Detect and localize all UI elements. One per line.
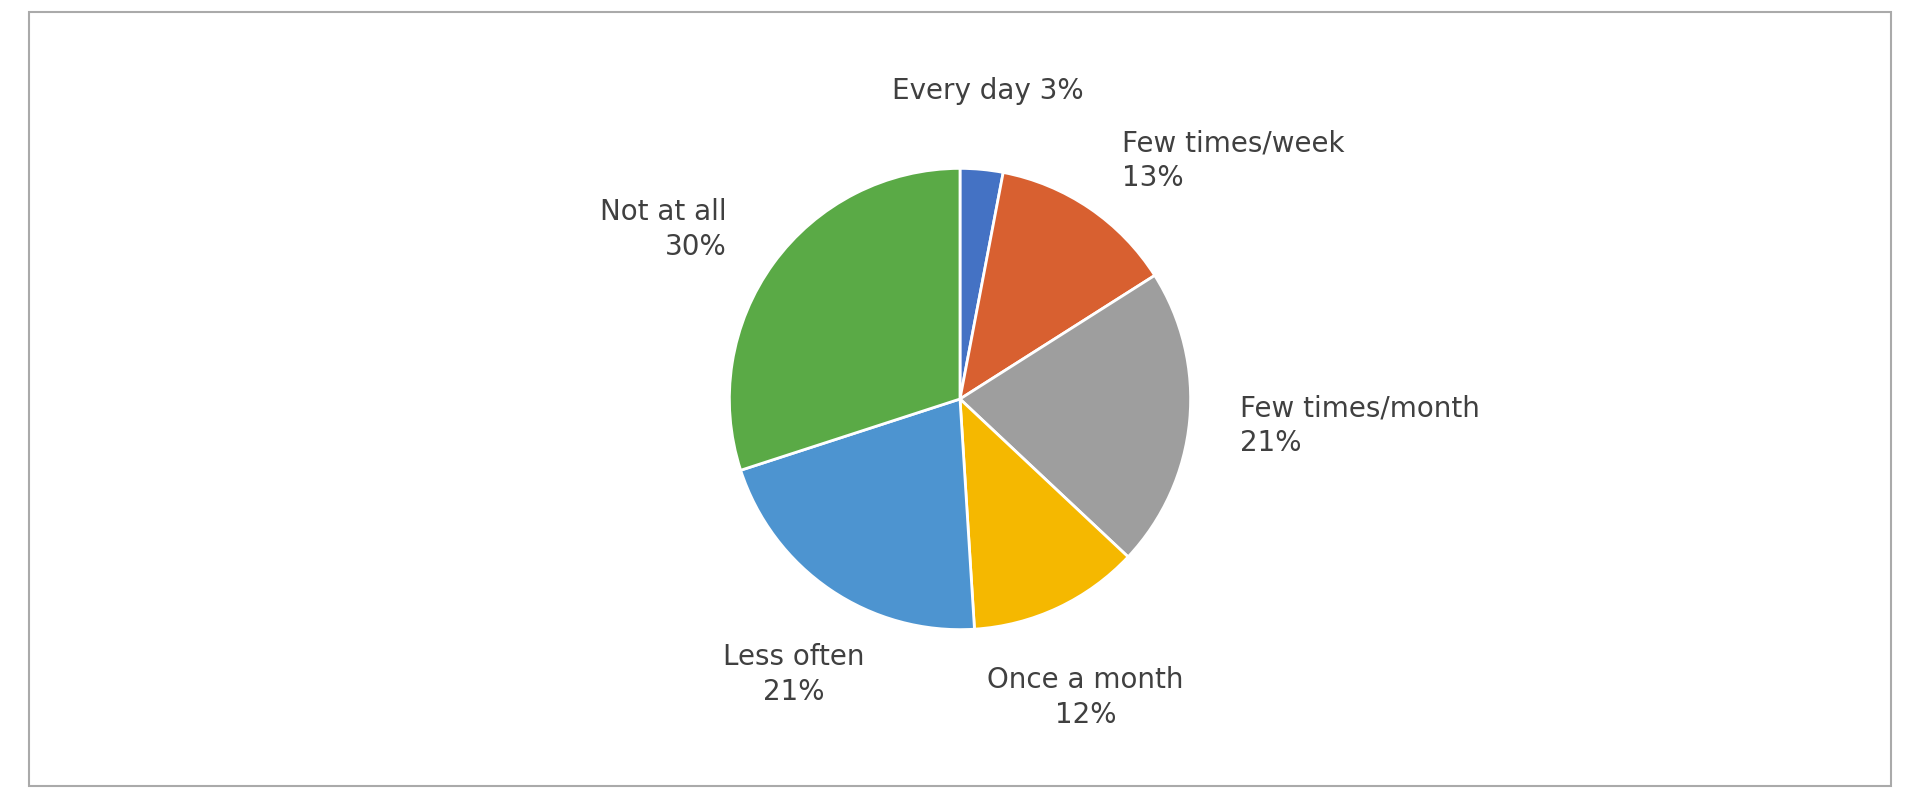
Text: Few times/week
13%: Few times/week 13% — [1121, 129, 1344, 192]
Wedge shape — [960, 399, 1129, 629]
Wedge shape — [960, 275, 1190, 557]
Text: Not at all
30%: Not at all 30% — [601, 198, 728, 261]
Text: Less often
21%: Less often 21% — [724, 643, 864, 705]
Wedge shape — [960, 172, 1154, 399]
Text: Few times/month
21%: Few times/month 21% — [1240, 394, 1480, 456]
Wedge shape — [960, 168, 1004, 399]
Text: Every day 3%: Every day 3% — [893, 77, 1083, 105]
Wedge shape — [730, 168, 960, 470]
Text: Once a month
12%: Once a month 12% — [987, 666, 1185, 729]
Wedge shape — [741, 399, 975, 630]
